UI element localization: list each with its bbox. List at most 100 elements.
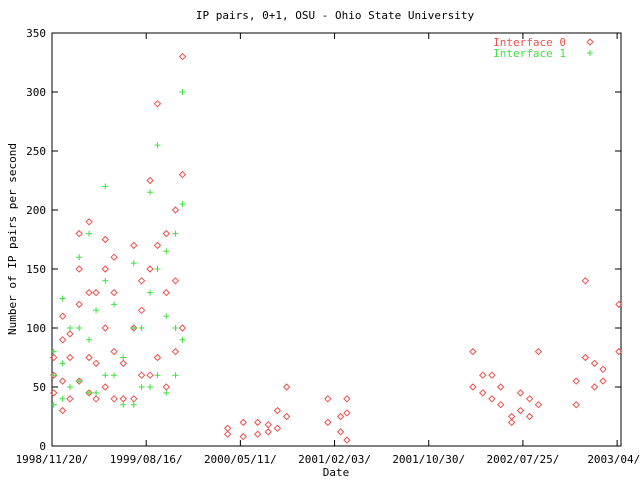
data-point-interface-0: [137, 371, 146, 379]
data-point-interface-0: [101, 235, 109, 244]
data-point-interface-0: [223, 430, 232, 438]
data-point-interface-0: [85, 218, 93, 226]
data-point-interface-0: [239, 418, 247, 427]
data-point-interface-1: [154, 372, 161, 379]
data-point-interface-0: [92, 359, 100, 368]
data-point-interface-1: [163, 313, 170, 320]
data-point-interface-0: [324, 418, 332, 427]
data-point-interface-0: [336, 428, 345, 436]
data-point-interface-1: [154, 266, 161, 272]
data-point-interface-1: [172, 372, 179, 379]
data-point-interface-0: [599, 377, 607, 385]
x-tick-label: 2001/10/30/: [392, 453, 465, 466]
data-point-interface-1: [102, 277, 109, 284]
data-point-interface-0: [253, 430, 262, 438]
legend-label-interface-1: Interface 1: [493, 47, 566, 60]
data-point-interface-0: [130, 395, 138, 403]
data-point-interface-0: [101, 265, 109, 273]
data-point-interface-0: [469, 347, 477, 356]
data-point-interface-0: [75, 300, 83, 309]
data-point-interface-0: [336, 412, 345, 421]
data-point-interface-0: [153, 241, 162, 250]
data-point-interface-0: [615, 300, 623, 309]
data-point-interface-0: [162, 288, 171, 297]
data-point-interface-0: [324, 395, 332, 403]
data-point-interface-0: [171, 347, 180, 356]
legend: Interface 0 Interface 1: [493, 36, 594, 60]
data-point-interface-1: [130, 401, 137, 408]
data-point-interface-1: [163, 248, 170, 255]
data-point-interface-0: [153, 353, 162, 362]
data-point-interface-0: [572, 400, 580, 409]
data-point-interface-0: [273, 406, 282, 415]
data-point-interface-0: [497, 400, 505, 409]
data-point-interface-0: [119, 395, 127, 403]
chart-title: IP pairs, 0+1, OSU - Ohio State Universi…: [196, 9, 475, 22]
data-point-interface-0: [66, 330, 74, 338]
data-point-interface-1: [163, 389, 170, 396]
x-tick-label: 2002/07/25/: [487, 453, 560, 466]
data-point-interface-0: [66, 353, 74, 362]
data-point-interface-0: [534, 400, 543, 409]
data-point-interface-0: [162, 229, 171, 238]
data-point-interface-1: [59, 360, 66, 367]
data-point-interface-0: [178, 52, 187, 61]
data-point-interface-1: [111, 301, 118, 308]
data-point-interface-0: [110, 347, 118, 356]
x-tick-label: 2003/04/2: [587, 453, 640, 466]
data-point-interface-1: [86, 389, 93, 396]
y-tick-label: 50: [33, 381, 46, 394]
data-point-interface-0: [516, 406, 525, 415]
data-point-interface-0: [507, 412, 516, 421]
y-tick-label: 150: [26, 263, 46, 276]
data-point-interface-0: [488, 371, 496, 379]
data-point-interface-1: [130, 325, 137, 331]
data-point-interface-0: [590, 359, 599, 368]
data-point-interface-0: [58, 377, 67, 385]
data-point-interface-1: [59, 295, 66, 302]
data-point-interface-0: [171, 277, 180, 285]
data-point-interface-0: [119, 359, 127, 368]
data-point-interface-0: [253, 418, 262, 427]
data-point-interface-0: [534, 347, 543, 356]
data-point-interface-1: [102, 372, 109, 379]
data-point-interface-0: [101, 383, 109, 391]
data-point-interface-0: [590, 383, 599, 391]
data-point-interface-1: [147, 189, 154, 196]
data-point-interface-1: [154, 142, 161, 149]
data-point-interface-1: [111, 372, 118, 379]
data-point-interface-1: [50, 401, 57, 408]
data-point-interface-0: [264, 428, 272, 436]
data-point-interface-0: [507, 418, 516, 427]
legend-marker-interface-1: [587, 50, 593, 56]
data-point-interface-0: [50, 389, 58, 397]
data-point-interface-0: [58, 312, 67, 320]
data-point-interface-1: [138, 325, 145, 331]
data-point-interface-0: [110, 395, 118, 403]
data-point-interface-1: [172, 325, 179, 331]
data-point-interface-0: [264, 421, 272, 429]
data-point-interface-0: [75, 265, 83, 273]
data-point-interface-1: [147, 289, 154, 296]
data-point-interface-1: [147, 384, 154, 390]
data-point-interface-0: [282, 383, 291, 391]
data-point-interface-1: [86, 336, 93, 343]
data-point-interface-0: [146, 176, 154, 185]
x-tick-label: 1998/11/20/: [16, 453, 89, 466]
data-point-interface-0: [58, 336, 67, 344]
data-point-interface-0: [343, 395, 351, 403]
data-point-interface-0: [525, 395, 534, 403]
y-tick-label: 250: [26, 145, 46, 158]
data-point-interface-0: [110, 288, 118, 297]
data-point-interface-0: [581, 353, 590, 362]
data-point-interface-0: [525, 412, 534, 421]
data-point-interface-0: [66, 395, 74, 403]
data-point-interface-0: [153, 100, 162, 108]
data-point-interface-1: [93, 389, 100, 396]
data-point-interface-1: [93, 307, 100, 314]
y-tick-label: 350: [26, 27, 46, 40]
data-point-interface-0: [85, 353, 93, 362]
x-axis: 1998/11/20/1999/08/16/2000/05/11/2001/02…: [16, 33, 640, 466]
